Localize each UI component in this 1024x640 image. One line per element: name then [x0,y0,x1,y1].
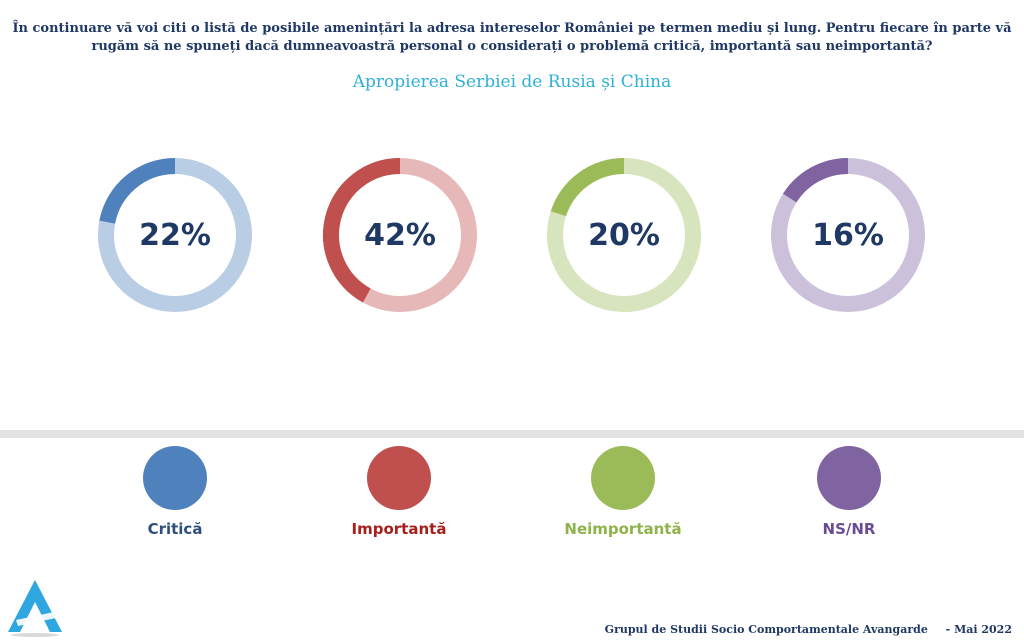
legend-item-nsnr: NS/NR [759,446,939,538]
donut-importanta-arc [323,158,401,303]
donut-importanta: 42% [315,150,485,320]
footer: Grupul de Studii Socio Comportamentale A… [605,623,1012,636]
donut-charts: 22% 42% 20% 16% [0,150,1024,320]
legend-item-critica: Critică [85,446,265,538]
avangarde-logo-icon [8,580,62,637]
donut-critica-arc [99,158,176,224]
donut-importanta-svg [323,158,477,312]
legend-dot-critica [143,446,207,510]
chart-subtitle: Apropierea Serbiei de Rusia și China [352,72,672,92]
legend-label-importanta: Importantă [351,520,447,538]
donut-nsnr-svg [771,158,925,312]
donut-neimportanta-value: 20% [588,217,660,253]
donut-importanta-value: 42% [364,217,436,253]
legend-item-importanta: Importantă [309,446,489,538]
donut-neimportanta-svg [547,158,701,312]
donut-nsnr: 16% [763,150,933,320]
legend-dot-importanta [367,446,431,510]
legend-label-critica: Critică [147,520,203,538]
donut-neimportanta-arc [550,158,625,217]
legend-dot-nsnr [817,446,881,510]
legend-item-neimportanta: Neimportantă [533,446,713,538]
donut-critica: 22% [90,150,260,320]
donut-neimportanta: 20% [539,150,709,320]
legend-dot-neimportanta [591,446,655,510]
legend-label-nsnr: NS/NR [822,520,876,538]
section-divider [0,430,1024,438]
donut-critica-svg [98,158,252,312]
donut-nsnr-value: 16% [812,217,884,253]
footer-organization: Grupul de Studii Socio Comportamentale A… [604,623,928,636]
question-text: În continuare vă voi citi o listă de pos… [12,21,1012,54]
donut-nsnr-arc [782,158,849,203]
donut-critica-value: 22% [139,217,211,253]
legend-label-neimportanta: Neimportantă [564,520,682,538]
footer-date: - Mai 2022 [945,623,1012,636]
